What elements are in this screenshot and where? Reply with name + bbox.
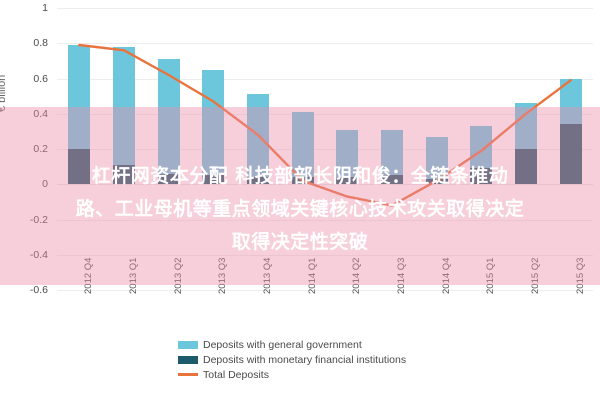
bar-group bbox=[336, 129, 359, 185]
bar-segment-general-government bbox=[559, 78, 582, 125]
x-axis-tick-label: 2013 Q4 bbox=[262, 257, 273, 294]
bar-group bbox=[202, 69, 225, 185]
y-axis-tick-label: -0.4 bbox=[29, 248, 48, 261]
gridline bbox=[57, 8, 593, 9]
gridline bbox=[57, 113, 593, 115]
bar-group bbox=[113, 46, 135, 185]
y-axis-tick-label: -0.2 bbox=[29, 213, 48, 226]
bar-segment-monetary-financial-institutions bbox=[515, 148, 537, 185]
x-axis-tick-label: 2015 Q3 bbox=[574, 257, 586, 294]
x-axis-tick-label: 2012 Q4 bbox=[83, 257, 95, 294]
y-axis-tick-label: 0.2 bbox=[33, 143, 48, 155]
bar-segment-monetary-financial-institutions bbox=[470, 168, 493, 185]
bar-segment-general-government bbox=[291, 112, 314, 178]
overlay-caption-line: 取得决定性突破 bbox=[231, 231, 369, 253]
overlay-caption-line: 路、工业母机等重点领域关键核心技术攻关取得决定 bbox=[75, 198, 525, 220]
bar-segment-monetary-financial-institutions bbox=[336, 177, 359, 185]
x-axis-tick-label: 2014 Q2 bbox=[351, 257, 363, 294]
bar-segment-monetary-financial-institutions bbox=[247, 177, 269, 185]
bar-segment-general-government bbox=[113, 46, 135, 165]
bar-segment-monetary-financial-institutions bbox=[157, 173, 180, 185]
x-axis-tick-label: 2013 Q3 bbox=[217, 257, 229, 294]
bar-segment-general-government bbox=[425, 136, 448, 179]
x-axis-tick-label: 2015 Q1 bbox=[485, 257, 497, 294]
gridline bbox=[57, 219, 593, 221]
gridline bbox=[57, 290, 593, 291]
y-axis-tick-label: -0.6 bbox=[29, 284, 48, 296]
bar-segment-monetary-financial-institutions bbox=[202, 175, 225, 185]
bar-segment-monetary-financial-institutions bbox=[381, 175, 403, 185]
x-axis-tick-label: 2013 Q1 bbox=[128, 257, 139, 294]
bar-segment-general-government bbox=[381, 129, 403, 176]
bar-segment-general-government bbox=[202, 69, 225, 176]
total-deposits-line bbox=[78, 43, 572, 207]
y-axis-tick-label: 0.4 bbox=[33, 107, 48, 120]
bar-segment-monetary-financial-institutions bbox=[559, 124, 582, 185]
legend-swatch bbox=[178, 373, 198, 376]
gridline bbox=[57, 43, 593, 45]
bar-segment-general-government bbox=[157, 59, 180, 174]
gridline bbox=[57, 254, 593, 256]
bar-segment-monetary-financial-institutions bbox=[68, 149, 91, 185]
bar-segment-general-government bbox=[515, 103, 537, 149]
overlay-caption-line: 杠杆网资本分配 科技部部长阴和俊：全链条推动 bbox=[91, 165, 509, 187]
gridline bbox=[57, 184, 593, 186]
bar-segment-general-government bbox=[336, 129, 359, 178]
legend-label: Total Deposits bbox=[203, 368, 269, 381]
legend-swatch bbox=[178, 355, 198, 364]
legend-item: Total Deposits bbox=[178, 367, 406, 382]
bar-segment-monetary-financial-institutions bbox=[113, 164, 135, 185]
overlay-caption-text: 杠杆网资本分配 科技部部长阴和俊：全链条推动 路、工业母机等重点领域关键核心技术攻… bbox=[0, 160, 600, 259]
bar-group bbox=[381, 129, 403, 185]
gridline bbox=[57, 149, 593, 150]
legend-item: Deposits with general government bbox=[178, 337, 406, 352]
bar-group bbox=[157, 59, 180, 185]
x-axis-tick-label: 2015 Q2 bbox=[530, 257, 541, 294]
x-axis-tick-label: 2013 Q2 bbox=[172, 257, 184, 294]
y-axis-tick-label: 0.6 bbox=[33, 72, 48, 85]
bar-group bbox=[515, 103, 537, 185]
x-axis-tick-label: 2014 Q4 bbox=[440, 257, 452, 294]
legend-label: Deposits with monetary financial institu… bbox=[203, 353, 407, 366]
legend-swatch bbox=[178, 340, 198, 349]
legend-label: Deposits with general government bbox=[203, 338, 362, 351]
bar-segment-general-government bbox=[470, 126, 493, 169]
legend-item: Deposits with monetary financial institu… bbox=[178, 352, 406, 367]
y-axis-tick-label: 0.8 bbox=[33, 37, 48, 50]
plot-area bbox=[57, 8, 593, 291]
x-axis-tick-label: 2014 Q1 bbox=[306, 257, 318, 294]
gridline bbox=[57, 78, 593, 80]
y-axis-tick-label: 1 bbox=[42, 2, 48, 14]
chart-legend: Deposits with general government Deposits… bbox=[178, 337, 406, 382]
bar-segment-general-government bbox=[68, 45, 91, 149]
y-axis-tick-label: 0 bbox=[42, 178, 48, 191]
bar-group bbox=[68, 45, 91, 185]
x-axis-tick-label: 2014 Q3 bbox=[396, 257, 407, 294]
bar-group bbox=[559, 78, 582, 185]
bar-group bbox=[470, 126, 493, 185]
